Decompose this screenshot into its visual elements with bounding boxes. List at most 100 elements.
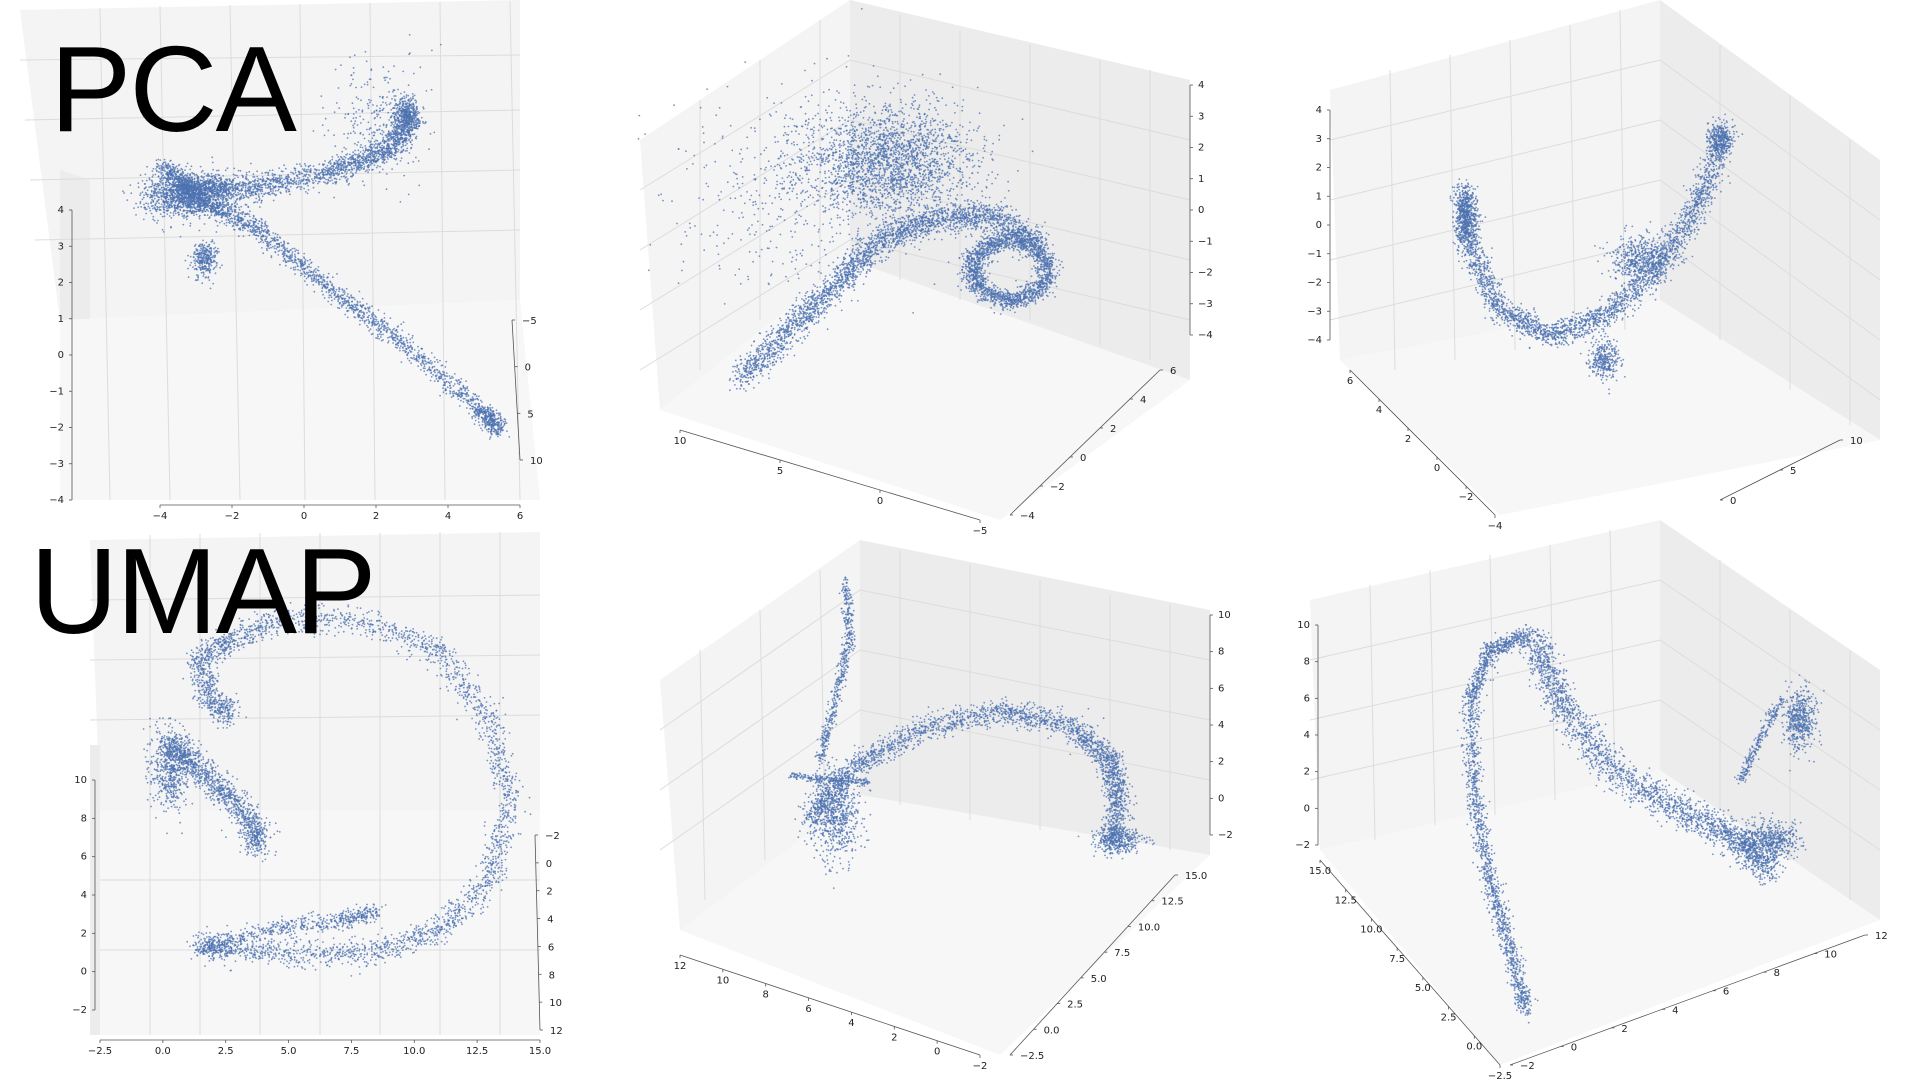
data-point — [346, 311, 348, 313]
data-point — [324, 160, 326, 162]
data-point — [298, 171, 300, 173]
data-point — [376, 329, 378, 331]
data-point — [439, 373, 441, 375]
data-point — [379, 144, 381, 146]
data-point — [396, 137, 398, 139]
data-point — [380, 331, 382, 333]
data-point — [225, 178, 227, 180]
data-point — [399, 108, 401, 110]
data-point — [192, 179, 194, 181]
data-point — [198, 191, 200, 193]
data-point — [357, 308, 359, 310]
data-point — [331, 169, 333, 171]
data-point — [500, 431, 502, 433]
data-point — [302, 176, 304, 178]
data-point — [484, 424, 486, 426]
data-point — [151, 213, 153, 215]
data-point — [258, 235, 260, 237]
data-point — [238, 207, 240, 209]
data-point — [294, 273, 296, 275]
data-point — [474, 403, 476, 405]
data-point — [270, 244, 272, 246]
data-point — [357, 315, 359, 317]
data-point — [320, 276, 322, 278]
data-point — [391, 333, 393, 335]
data-point — [397, 128, 399, 130]
data-point — [384, 159, 386, 161]
data-point — [450, 377, 452, 379]
data-point — [389, 140, 391, 142]
data-point — [279, 264, 281, 266]
data-point — [272, 179, 274, 181]
data-point — [288, 251, 290, 253]
data-point — [390, 109, 392, 111]
data-point — [397, 143, 399, 145]
data-point — [372, 333, 374, 335]
data-point — [480, 400, 482, 402]
data-point — [261, 230, 263, 232]
data-point — [240, 189, 242, 191]
data-point — [384, 320, 386, 322]
data-point — [326, 291, 328, 293]
data-point — [285, 261, 287, 263]
data-point — [345, 169, 347, 171]
data-point — [401, 361, 403, 363]
data-point — [300, 183, 302, 185]
data-point — [475, 393, 477, 395]
data-point — [328, 167, 330, 169]
data-point — [434, 357, 436, 359]
data-point — [191, 165, 193, 167]
data-point — [362, 150, 364, 152]
data-point — [411, 139, 413, 141]
data-point — [469, 405, 471, 407]
data-point — [290, 257, 292, 259]
data-point — [476, 395, 478, 397]
data-point — [478, 403, 480, 405]
data-point — [501, 419, 503, 421]
data-point — [275, 252, 277, 254]
data-point — [393, 337, 395, 339]
data-point — [224, 211, 226, 213]
data-point — [341, 165, 343, 167]
data-point — [211, 214, 213, 216]
data-point — [252, 229, 254, 231]
data-point — [267, 174, 269, 176]
data-point — [401, 342, 403, 344]
data-point — [506, 422, 508, 424]
data-point — [361, 165, 363, 167]
data-point — [285, 168, 287, 170]
data-point — [303, 188, 305, 190]
data-point — [380, 334, 382, 336]
data-point — [341, 294, 343, 296]
data-point — [221, 207, 223, 209]
data-point — [483, 407, 485, 409]
data-point — [391, 168, 393, 170]
data-point — [229, 178, 231, 180]
data-point — [368, 164, 370, 166]
data-point — [235, 221, 237, 223]
data-point — [310, 274, 312, 276]
data-point — [336, 154, 338, 156]
data-point — [487, 410, 489, 412]
data-point — [478, 418, 480, 420]
data-point — [377, 327, 379, 329]
data-point — [439, 360, 441, 362]
data-point — [431, 363, 433, 365]
data-point — [428, 368, 430, 370]
data-point — [319, 274, 321, 276]
data-point — [404, 350, 406, 352]
data-point — [284, 247, 286, 249]
data-point — [413, 113, 415, 115]
data-point — [412, 107, 414, 109]
data-point — [218, 207, 220, 209]
data-point — [412, 342, 414, 344]
data-point — [294, 168, 296, 170]
data-point — [446, 381, 448, 383]
data-point — [498, 423, 500, 425]
data-point — [243, 235, 245, 237]
data-point — [425, 361, 427, 363]
data-point — [158, 175, 160, 177]
data-point — [285, 265, 287, 267]
data-point — [260, 185, 262, 187]
data-point — [394, 121, 396, 123]
